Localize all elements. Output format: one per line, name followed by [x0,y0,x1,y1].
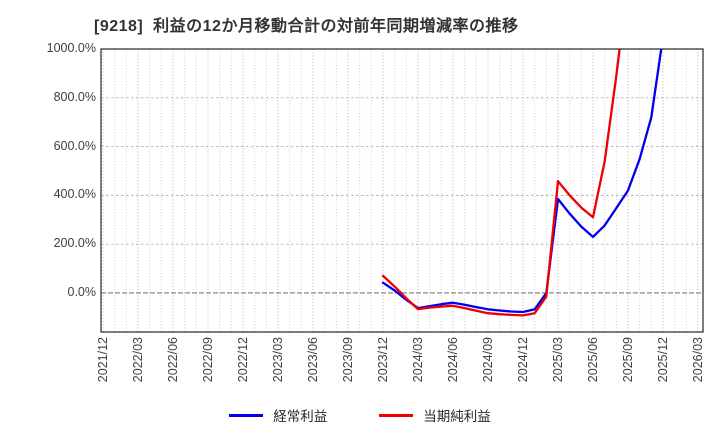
x-tick-label: 2023/06 [306,337,320,383]
x-tick-label: 2021/12 [96,337,110,383]
x-tick-label: 2026/03 [691,337,705,383]
legend-line-blue-icon [229,413,264,417]
x-tick-label: 2023/03 [271,337,285,383]
x-tick-label: 2022/12 [236,337,250,383]
plot-area [100,48,704,333]
x-tick-label: 2024/06 [446,337,460,383]
legend-label: 経常利益 [273,409,328,424]
x-tick-label: 2024/09 [481,337,495,383]
x-tick-label: 2023/12 [376,337,390,383]
chart-title: [9218] 利益の12か月移動合計の対前年同期増減率の推移 [94,18,519,35]
x-tick-label: 2024/12 [516,337,530,383]
x-tick-label: 2022/06 [166,337,180,383]
x-tick-label: 2022/03 [131,337,145,383]
y-tick-label: 400.0% [53,187,96,202]
legend-item-keijou-rieki: 経常利益 [229,405,327,425]
legend: 経常利益 当期純利益 [0,405,720,425]
x-tick-label: 2025/06 [586,337,600,383]
x-tick-label: 2025/03 [551,337,565,383]
legend-label: 当期純利益 [423,409,491,424]
y-tick-label: 0.0% [67,284,97,299]
legend-line-red-icon [379,413,414,417]
x-tick-label: 2023/09 [341,337,355,383]
x-tick-label: 2025/12 [656,337,670,383]
y-tick-label: 800.0% [53,89,96,104]
y-tick-label: 1000.0% [46,41,96,55]
legend-item-touki-junrieki: 当期純利益 [379,405,491,425]
y-tick-label: 200.0% [53,236,96,251]
y-tick-label: 600.0% [53,138,96,153]
x-tick-label: 2024/03 [411,337,425,383]
x-tick-label: 2022/09 [201,337,215,383]
x-tick-label: 2025/09 [621,337,635,383]
